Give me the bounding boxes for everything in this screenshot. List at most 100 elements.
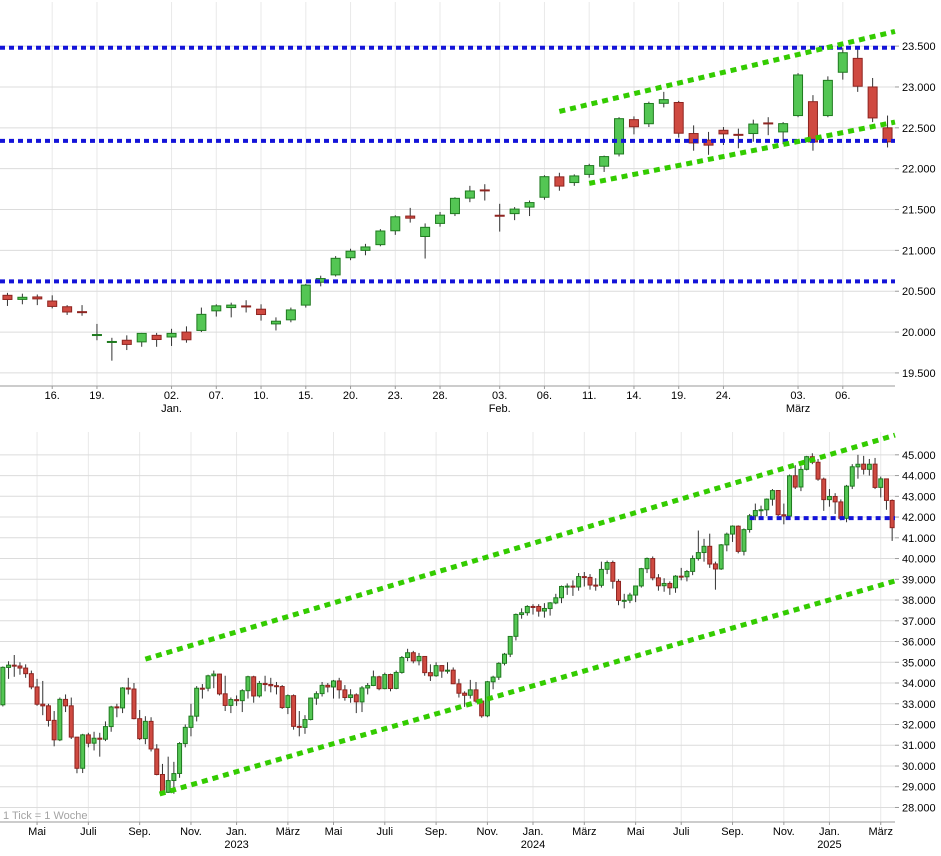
bearish-candle	[148, 720, 154, 750]
bullish-candle	[507, 635, 513, 655]
bearish-candle	[628, 119, 639, 128]
y-axis-label: 20.500	[902, 286, 936, 298]
bullish-candle	[878, 478, 884, 488]
bearish-candle	[23, 667, 29, 675]
bearish-candle	[241, 305, 252, 308]
bearish-candle	[51, 719, 57, 741]
bearish-candle	[781, 514, 787, 517]
x-axis-label-secondary: 2025	[817, 839, 841, 851]
bearish-candle	[439, 665, 445, 672]
bullish-candle	[643, 102, 654, 125]
bullish-candle	[136, 332, 147, 343]
bullish-candle	[390, 216, 401, 232]
bullish-candle	[787, 475, 793, 517]
bullish-candle	[564, 585, 570, 588]
bullish-candle	[684, 570, 690, 578]
bullish-candle	[547, 602, 553, 610]
bullish-candle	[576, 576, 582, 588]
bearish-candle	[422, 655, 428, 674]
bearish-candle	[151, 334, 162, 341]
bearish-candle	[494, 214, 505, 217]
x-axis-label: 19.	[89, 390, 104, 402]
bullish-candle	[718, 544, 724, 570]
bearish-candle	[387, 674, 393, 690]
bullish-candle	[345, 250, 356, 259]
bullish-candle	[416, 655, 422, 662]
bullish-candle	[308, 697, 314, 721]
bullish-candle	[435, 214, 446, 224]
bullish-candle	[769, 490, 775, 500]
bearish-candle	[427, 672, 433, 677]
bearish-candle	[125, 687, 131, 690]
bearish-candle	[410, 652, 416, 662]
bearish-candle	[792, 475, 798, 488]
bearish-candle	[296, 725, 302, 728]
bearish-candle	[763, 122, 774, 125]
weekly-chart-block: 45.000 44.000 43.000 42.000 41.000 40.000 39.0…	[0, 418, 941, 856]
bullish-candle	[177, 743, 183, 774]
y-axis-label: 20.000	[902, 327, 936, 339]
daily-candlestick-chart[interactable]: 23.500 23.000 22.500 22.000 21.500 21.000 20.5…	[0, 0, 941, 418]
bearish-candle	[216, 673, 222, 695]
bullish-candle	[330, 680, 336, 688]
x-axis-label: 14.	[626, 390, 641, 402]
bullish-candle	[695, 552, 701, 560]
bullish-candle	[433, 665, 439, 677]
trend-channel-line	[158, 578, 896, 797]
bullish-candle	[604, 562, 610, 570]
bearish-candle	[872, 463, 878, 488]
bearish-candle	[97, 737, 103, 740]
bullish-candle	[559, 585, 565, 599]
y-axis-label: 21.000	[902, 245, 936, 257]
bullish-candle	[80, 734, 86, 769]
bullish-candle	[513, 613, 519, 637]
bearish-candle	[181, 331, 192, 341]
bearish-candle	[325, 684, 331, 688]
x-axis-label: Sep.	[721, 826, 744, 838]
candles-layer	[0, 453, 895, 794]
bullish-candle	[106, 340, 117, 343]
x-axis-label: Nov.	[476, 826, 498, 838]
x-axis-label: 11.	[582, 390, 596, 402]
bearish-candle	[838, 501, 844, 519]
bullish-candle	[445, 669, 450, 672]
y-axis-label: 41.000	[902, 533, 936, 545]
bearish-candle	[17, 665, 23, 669]
bullish-candle	[171, 773, 177, 782]
bullish-candle	[584, 165, 595, 175]
bullish-candle	[638, 568, 644, 587]
bullish-candle	[496, 662, 502, 678]
bullish-candle	[866, 463, 872, 470]
support-resistance-layer	[0, 45, 895, 284]
y-axis-label: 31.000	[902, 740, 936, 752]
bullish-candle	[194, 687, 200, 717]
bullish-candle	[285, 695, 291, 708]
bullish-candle	[91, 737, 97, 744]
bearish-candle	[462, 692, 468, 696]
bullish-candle	[211, 673, 217, 677]
bearish-candle	[536, 605, 542, 612]
bullish-candle	[598, 568, 604, 586]
bullish-candle	[302, 719, 308, 728]
grid-layer	[0, 432, 895, 822]
bullish-candle	[747, 515, 753, 530]
x-axis-label: Sep.	[425, 826, 448, 838]
bearish-candle	[883, 478, 889, 501]
daily-chart-block: 23.500 23.000 22.500 22.000 21.500 21.000 20.5…	[0, 0, 941, 418]
bearish-candle	[376, 676, 382, 690]
bearish-candle	[121, 339, 132, 345]
tick-scale-note: 1 Tick = 1 Woche	[3, 810, 88, 822]
bearish-candle	[74, 736, 80, 769]
bullish-candle	[541, 607, 547, 612]
x-axis-label: Juli	[377, 826, 394, 838]
bullish-candle	[102, 726, 108, 740]
grid-layer	[0, 2, 895, 386]
bullish-candle	[524, 202, 535, 208]
y-axis-label: 33.000	[902, 699, 936, 711]
y-axis-label: 22.000	[902, 164, 936, 176]
x-axis-label: 03.	[790, 390, 805, 402]
bearish-candle	[867, 86, 878, 119]
bearish-candle	[62, 306, 73, 313]
bearish-candle	[530, 605, 536, 608]
weekly-candlestick-chart[interactable]: 45.000 44.000 43.000 42.000 41.000 40.000 39.0…	[0, 418, 941, 856]
